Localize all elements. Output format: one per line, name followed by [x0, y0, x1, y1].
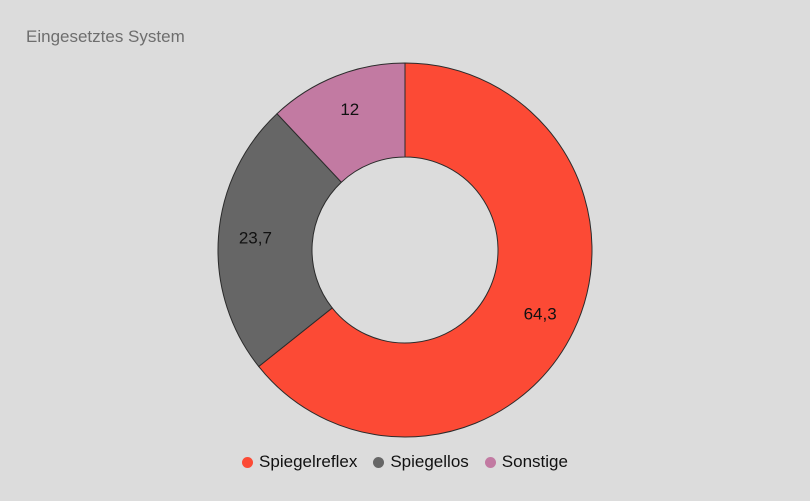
slice-label-spiegelreflex: 64,3: [524, 305, 557, 324]
legend-item-spiegelreflex[interactable]: Spiegelreflex: [242, 452, 357, 472]
legend-label: Sonstige: [501, 452, 568, 471]
legend-item-spiegellos[interactable]: Spiegellos: [373, 452, 469, 472]
legend-item-sonstige[interactable]: Sonstige: [484, 452, 568, 472]
slice-label-sonstige: 12: [340, 100, 359, 119]
legend-swatch-icon: [242, 456, 254, 468]
chart-title: Eingesetztes System: [26, 27, 185, 46]
donut-slice-spiegelreflex: [257, 62, 593, 438]
chart-legend: Spiegelreflex Spiegellos Sonstige: [0, 452, 810, 472]
donut-slice-sonstige: [276, 62, 406, 183]
donut-slice-spiegellos: [217, 112, 343, 368]
slice-label-spiegellos: 23,7: [239, 229, 272, 248]
legend-label: Spiegellos: [390, 452, 469, 471]
legend-label: Spiegelreflex: [259, 452, 358, 471]
legend-swatch-icon: [484, 456, 496, 468]
legend-swatch-icon: [373, 456, 385, 468]
